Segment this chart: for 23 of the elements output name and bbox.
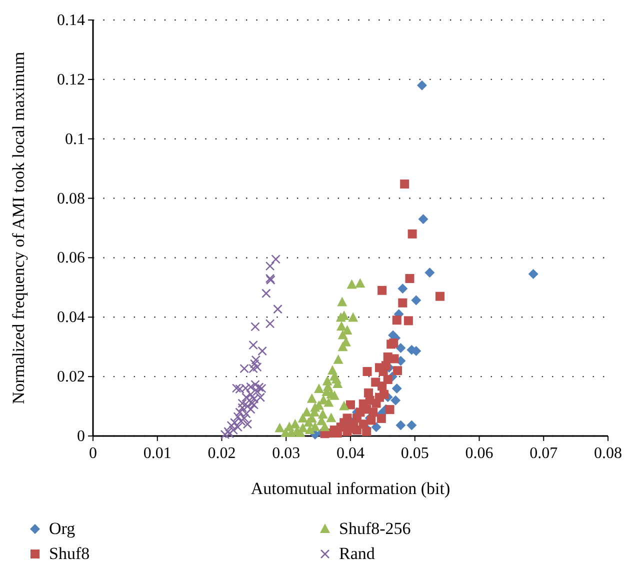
legend-label: Org (49, 519, 76, 538)
y-tick-label: 0.14 (57, 12, 85, 29)
legend-label: Shuf8 (49, 544, 90, 563)
y-tick-label: 0.12 (57, 71, 85, 88)
y-axis-title: Normalized frequency of AMI took local maximum (9, 52, 28, 404)
y-tick-label: 0 (77, 428, 85, 445)
x-tick-label: 0.06 (465, 445, 494, 462)
x-tick-label: 0.08 (594, 445, 622, 462)
x-tick-label: 0.01 (143, 445, 172, 462)
y-tick-label: 0.08 (57, 190, 85, 208)
y-tick-label: 0.02 (57, 368, 85, 386)
x-axis-title: Automutual information (bit) (250, 479, 450, 498)
legend-label: Rand (339, 544, 376, 563)
y-tick-label: 0.06 (57, 250, 85, 267)
y-tick-label: 0.1 (65, 130, 85, 148)
x-tick-label: 0.03 (272, 445, 300, 462)
x-tick-label: 0 (89, 445, 97, 462)
x-tick-label: 0.04 (336, 445, 364, 462)
x-tick-label: 0.05 (400, 445, 429, 462)
x-tick-label: 0.02 (208, 445, 236, 462)
y-tick-label: 0.04 (57, 309, 85, 326)
legend-label: Shuf8-256 (339, 519, 411, 538)
x-tick-label: 0.07 (530, 445, 558, 462)
